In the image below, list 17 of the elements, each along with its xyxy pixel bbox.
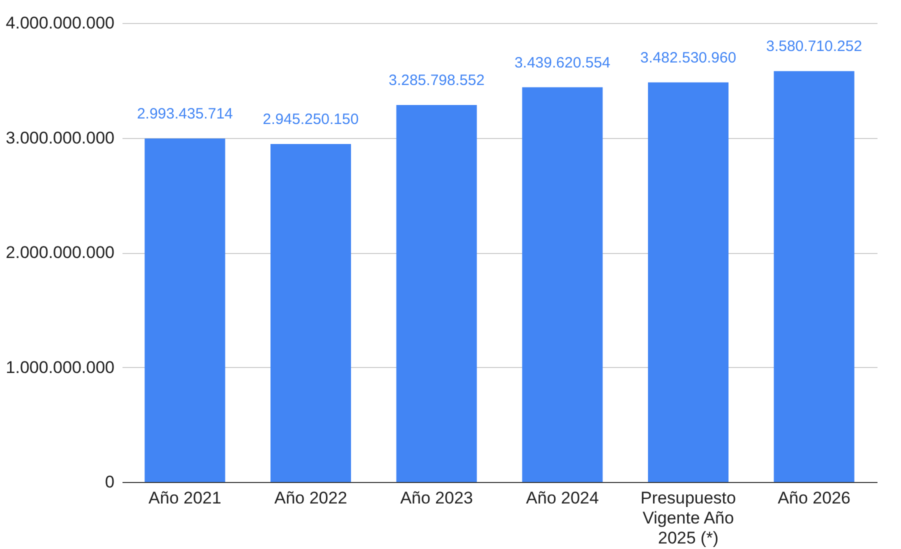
data-label: 3.285.798.552: [388, 72, 485, 89]
x-tick-label: Año 2021: [148, 488, 222, 508]
y-tick-label: 4.000.000.000: [6, 14, 114, 32]
data-label: 3.482.530.960: [640, 49, 736, 66]
x-tick-label: Año 2026: [778, 488, 850, 508]
y-tick-label: 0: [105, 472, 114, 492]
y-tick-label: 3.000.000.000: [6, 128, 114, 148]
data-label: 3.580.710.252: [766, 38, 862, 56]
x-tick-label: Presupuesto Vigente Año 2025 (*): [640, 488, 736, 548]
x-tick-label: Año 2022: [274, 488, 348, 508]
data-label: 3.439.620.554: [514, 54, 610, 72]
y-tick-label: 2.000.000.000: [6, 243, 114, 262]
y-tick-label: 1.000.000.000: [6, 358, 114, 377]
x-tick-label: Año 2024: [526, 488, 599, 508]
data-label: 2.945.250.150: [262, 111, 359, 128]
data-label: 2.993.435.714: [136, 106, 233, 123]
x-tick-label: Año 2023: [400, 488, 473, 508]
